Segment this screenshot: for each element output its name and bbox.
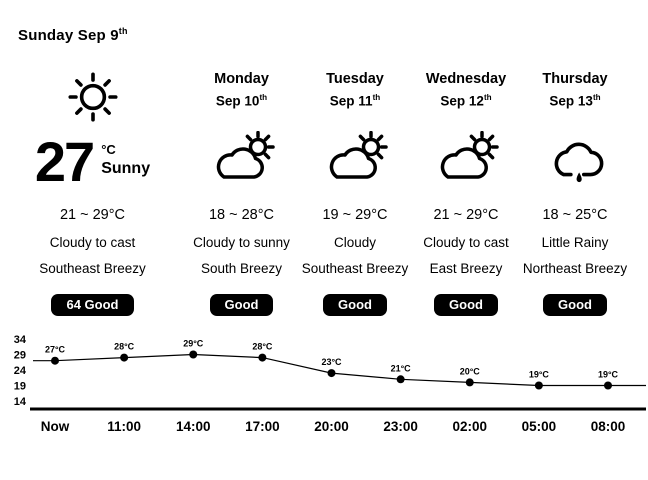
svg-text:34: 34: [14, 334, 27, 346]
condition-line: Cloudy to cast: [423, 235, 509, 250]
forecast-column-tuesday: Tuesday Sep 11th 19 ~ 29°C Cloudy So: [298, 62, 412, 316]
temp-range: 18 ~ 28°C: [208, 207, 275, 223]
svg-text:19°C: 19°C: [529, 370, 550, 380]
day-date-text: Sep 11: [329, 93, 373, 109]
current-temp-block: 27 °C Sunny: [35, 134, 150, 190]
air-quality-badge: Good: [323, 294, 387, 316]
current-condition: Sunny: [101, 160, 151, 177]
day-date-ordinal: th: [483, 93, 492, 102]
cloud-sun-icon: [433, 127, 499, 189]
day-date-text: Sep 10: [215, 93, 260, 109]
day-name: Monday: [214, 71, 269, 87]
wind-line: Southeast Breezy: [39, 261, 146, 276]
day-date-text: Sep 13: [549, 93, 593, 109]
svg-text:14:00: 14:00: [176, 419, 211, 434]
svg-text:14: 14: [14, 396, 27, 408]
svg-text:19°C: 19°C: [598, 370, 619, 380]
current-temp: 27: [34, 130, 95, 193]
condition-line: Cloudy to sunny: [193, 235, 290, 250]
day-date: Sep 12th: [440, 89, 491, 111]
temp-range: 19 ~ 29°C: [322, 207, 388, 223]
svg-text:05:00: 05:00: [522, 419, 557, 434]
svg-text:23°C: 23°C: [321, 357, 342, 367]
day-name: Thursday: [542, 71, 608, 87]
day-date-ordinal: th: [259, 93, 268, 102]
sun-icon: [62, 64, 124, 130]
svg-text:02:00: 02:00: [452, 419, 487, 434]
svg-text:27°C: 27°C: [45, 345, 66, 355]
day-date-text: Sep 12: [440, 93, 484, 109]
air-quality-badge: Good: [209, 294, 274, 316]
svg-text:23:00: 23:00: [383, 419, 418, 434]
svg-text:20°C: 20°C: [460, 366, 481, 376]
day-date: Sep 13th: [549, 89, 600, 111]
svg-text:Now: Now: [41, 419, 70, 434]
condition-line: Cloudy: [333, 235, 377, 250]
current-temp-unit: °C: [101, 142, 116, 157]
wind-line: Northeast Breezy: [522, 261, 628, 276]
page-title-text: Sunday Sep 9: [18, 27, 119, 44]
svg-text:21°C: 21°C: [391, 363, 412, 373]
svg-text:17:00: 17:00: [245, 419, 280, 434]
air-quality-badge: Good: [543, 294, 607, 316]
svg-text:20:00: 20:00: [314, 419, 349, 434]
cloud-sun-icon: [209, 127, 275, 189]
forecast-column-wednesday: Wednesday Sep 12th 21 ~ 29°C Cloudy to c: [412, 62, 520, 316]
hourly-temperature-chart: 34 29 24 19 14 27°C 28°C 29°C 28°C 23°C 21°C 20°C 19…: [0, 330, 648, 446]
svg-text:28°C: 28°C: [114, 342, 135, 352]
condition-line: Little Rainy: [541, 235, 609, 250]
day-name: Tuesday: [326, 71, 384, 87]
svg-text:28°C: 28°C: [252, 342, 273, 352]
svg-text:29: 29: [14, 350, 26, 362]
day-date: Sep 11th: [330, 89, 380, 111]
forecast-column-thursday: Thursday Sep 13th 18 ~ 25°C Little Rainy…: [520, 62, 630, 316]
cloud-rain-icon: [544, 127, 606, 189]
condition-line: Cloudy to cast: [49, 235, 136, 250]
svg-text:19: 19: [14, 381, 26, 393]
temp-range: 21 ~ 29°C: [433, 207, 499, 223]
air-quality-badge: Good: [434, 294, 498, 316]
day-date-ordinal: th: [592, 93, 601, 102]
svg-text:11:00: 11:00: [107, 419, 141, 434]
wind-line: East Breezy: [429, 261, 503, 276]
cloud-sun-icon: [322, 127, 388, 189]
svg-text:24: 24: [14, 365, 27, 377]
current-day-column: 27 °C Sunny 21 ~ 29°C Cloudy to cast Sou…: [0, 62, 185, 316]
wind-line: South Breezy: [200, 261, 283, 276]
page-title: Sunday Sep 9th: [18, 26, 128, 44]
day-name: Wednesday: [425, 71, 507, 87]
wind-line: Southeast Breezy: [301, 261, 409, 276]
page-title-ordinal: th: [118, 26, 128, 36]
forecast-column-monday: Monday Sep 10th 18 ~ 28°C Cloudy to sunn: [185, 62, 298, 316]
svg-text:29°C: 29°C: [183, 339, 204, 349]
day-date-ordinal: th: [372, 93, 381, 102]
temp-range: 18 ~ 25°C: [542, 207, 608, 223]
air-quality-badge: 64 Good: [51, 294, 134, 316]
svg-text:08:00: 08:00: [591, 419, 626, 434]
forecast-columns: 27 °C Sunny 21 ~ 29°C Cloudy to cast Sou…: [0, 62, 648, 316]
temp-range: 21 ~ 29°C: [59, 207, 126, 223]
day-date: Sep 10th: [216, 89, 267, 111]
